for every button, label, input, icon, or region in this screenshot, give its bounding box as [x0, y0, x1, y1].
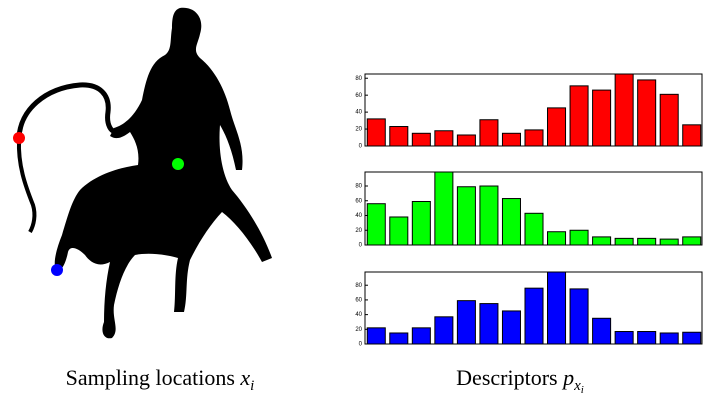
y-tick-label: 20	[355, 327, 362, 333]
bar	[456, 134, 476, 147]
bar	[682, 124, 702, 147]
bar	[569, 85, 589, 147]
bar	[456, 186, 476, 246]
bar	[389, 216, 409, 246]
y-tick-label: 80	[355, 184, 362, 190]
y-tick-label: 60	[355, 198, 362, 204]
bar	[592, 317, 612, 345]
bar	[456, 300, 476, 345]
bar	[569, 288, 589, 345]
caption: Descriptors pxi	[456, 365, 584, 396]
bar	[659, 332, 679, 345]
sample-point	[172, 158, 184, 170]
y-tick-label: 0	[359, 342, 363, 348]
bar	[659, 238, 679, 246]
bar	[569, 229, 589, 246]
bar	[411, 132, 431, 147]
bar	[547, 107, 567, 147]
bar	[501, 132, 521, 147]
sample-point	[13, 132, 25, 144]
bar	[524, 212, 544, 246]
sample-point	[51, 264, 63, 276]
axes-box	[364, 73, 703, 147]
silhouette	[16, 7, 273, 339]
y-tick-label: 20	[355, 127, 362, 133]
bar	[479, 119, 499, 147]
bar	[637, 79, 657, 147]
bar	[434, 171, 454, 246]
bar	[682, 236, 702, 246]
bar	[434, 130, 454, 147]
bar	[592, 236, 612, 246]
bar	[614, 237, 634, 246]
bar	[366, 118, 386, 147]
y-tick-label: 20	[355, 228, 362, 234]
bar	[637, 331, 657, 345]
bar	[637, 237, 657, 246]
bar	[366, 203, 386, 246]
bar	[501, 198, 521, 246]
bar	[501, 310, 521, 345]
bar	[389, 332, 409, 345]
y-tick-label: 60	[355, 93, 362, 99]
y-tick-label: 40	[355, 110, 362, 116]
bar	[411, 327, 431, 345]
axes-box	[364, 171, 703, 246]
bar	[547, 231, 567, 246]
y-tick-label: 80	[355, 283, 362, 289]
bar	[592, 89, 612, 147]
y-tick-label: 60	[355, 297, 362, 303]
caption: Sampling locations xi	[66, 365, 255, 394]
bar	[389, 126, 409, 147]
bar	[479, 185, 499, 246]
bar	[614, 331, 634, 345]
bar	[366, 327, 386, 345]
bar	[411, 200, 431, 246]
y-tick-label: 0	[359, 144, 363, 150]
y-tick-label: 40	[355, 312, 362, 318]
bar	[659, 93, 679, 147]
bar	[434, 316, 454, 345]
bar	[682, 331, 702, 345]
y-tick-label: 0	[359, 243, 363, 249]
bar	[614, 73, 634, 147]
bar	[479, 303, 499, 345]
bar	[524, 129, 544, 147]
bar	[524, 287, 544, 345]
y-tick-label: 80	[355, 76, 362, 82]
y-tick-label: 40	[355, 213, 362, 219]
bar	[547, 271, 567, 345]
axes-box	[364, 271, 703, 345]
